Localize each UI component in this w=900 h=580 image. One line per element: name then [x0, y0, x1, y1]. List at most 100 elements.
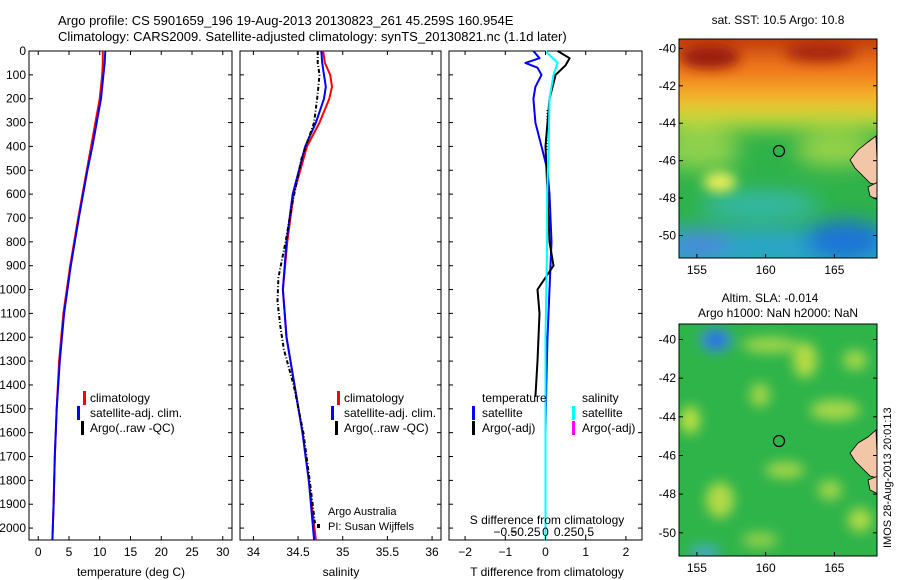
x-tick-label: 35	[336, 545, 350, 559]
map-y-tick-label: -50	[659, 526, 677, 540]
series-climatology	[51, 51, 104, 541]
legend-clim: climatology	[344, 391, 404, 405]
y-tick-label: 200	[6, 92, 26, 106]
salinity-legend: climatology satellite-adj. clim. Argo(..…	[331, 391, 436, 435]
legend-s-sat: satellite	[582, 406, 623, 420]
legend-salinity-head: salinity	[582, 391, 619, 405]
y-tick-label: 2000	[0, 521, 26, 535]
x-tick-label: −2	[458, 545, 472, 559]
legend-swatch-t-argo	[472, 421, 475, 435]
sst-map-frame	[678, 38, 878, 259]
sla-map-title-2: Argo h1000: NaN h2000: NaN	[698, 306, 858, 320]
argo-location-marker	[772, 434, 786, 448]
sla-map: Altim. SLA: -0.014 Argo h1000: NaN h2000…	[659, 291, 878, 575]
temperature-axes-box	[28, 50, 233, 541]
series-argo-raw-qc	[276, 51, 321, 524]
annotation-marker	[317, 524, 320, 528]
x-tick-label: 35.5	[376, 545, 400, 559]
series-satellite-adj-clim	[51, 50, 107, 541]
legend-t-sat: satellite	[482, 406, 523, 420]
legend-temperature-head: temperature	[482, 391, 547, 405]
map-x-tick-label: 165	[824, 561, 844, 575]
y-tick-label: 400	[6, 139, 26, 153]
difference-legend: temperature satellite Argo(-adj) salinit…	[472, 391, 635, 435]
salinity-x-label: salinity	[323, 565, 360, 579]
sst-map: sat. SST: 10.5 Argo: 10.8	[659, 13, 878, 277]
x-tick-label: 10	[93, 545, 107, 559]
legend-sat: satellite-adj. clim.	[90, 406, 182, 420]
y-tick-label: 1400	[0, 378, 26, 392]
legend-swatch-argo	[335, 421, 338, 435]
temperature-x-label: temperature (deg C)	[77, 565, 185, 579]
y-tick-label: 1600	[0, 426, 26, 440]
temperature-legend: climatology satellite-adj. clim. Argo(..…	[77, 391, 182, 435]
legend-clim: climatology	[90, 391, 150, 405]
s-tick-label: 0.25	[554, 525, 578, 539]
legend-swatch-clim	[337, 391, 340, 405]
s-tick-label: −0.25	[510, 525, 541, 539]
y-tick-label: 500	[6, 163, 26, 177]
map-y-tick-label: -42	[659, 79, 677, 93]
s-tick-label: 0.5	[577, 525, 594, 539]
y-tick-label: 900	[6, 259, 26, 273]
legend-swatch-s-sat	[572, 406, 575, 420]
map-y-tick-label: -40	[659, 41, 677, 55]
y-tick-label: 1200	[0, 330, 26, 344]
y-tick-label: 1000	[0, 283, 26, 297]
map-x-tick-label: 160	[756, 263, 776, 277]
s-tick-label: −0.5	[493, 525, 517, 539]
sla-map-frame	[678, 323, 878, 557]
x-tick-label: 30	[216, 545, 230, 559]
argo-location-marker	[772, 144, 786, 158]
s-tick-label: 0	[542, 525, 549, 539]
x-tick-label: −1	[498, 545, 512, 559]
annotation-argo-australia: Argo Australia	[328, 506, 397, 518]
y-tick-label: 600	[6, 187, 26, 201]
x-tick-label: 36	[425, 545, 439, 559]
x-tick-label: 15	[124, 545, 138, 559]
sst-field	[679, 39, 877, 258]
map-y-tick-label: -50	[659, 229, 677, 243]
map-y-tick-label: -40	[659, 332, 677, 346]
legend-argo: Argo(..raw -QC)	[90, 421, 175, 435]
map-y-tick-label: -48	[659, 487, 677, 501]
y-tick-label: 100	[6, 68, 26, 82]
difference-panel: −2 −1 0 1 2 −0.5−0.25 0 0.25 0.5 S difference f…	[448, 50, 643, 579]
legend-swatch-clim	[83, 391, 86, 405]
legend-swatch-t-sat	[472, 406, 475, 420]
y-tick-label: 1900	[0, 497, 26, 511]
map-x-tick-label: 160	[756, 561, 776, 575]
s-difference-label: S difference from climatology	[470, 513, 625, 527]
title-line-1: Argo profile: CS 5901659_196 19-Aug-2013…	[58, 13, 514, 28]
x-tick-label: 34	[247, 545, 261, 559]
y-tick-label: 1800	[0, 473, 26, 487]
title-line-2: Climatology: CARS2009. Satellite-adjuste…	[58, 29, 567, 44]
legend-swatch-s-argo	[572, 421, 575, 435]
x-tick-label: 34.5	[286, 545, 310, 559]
map-y-tick-label: -46	[659, 154, 677, 168]
sla-map-title-1: Altim. SLA: -0.014	[722, 291, 819, 305]
x-tick-label: 5	[66, 545, 73, 559]
x-tick-label: 25	[185, 545, 199, 559]
sla-field	[679, 324, 877, 556]
legend-swatch-sat	[331, 406, 334, 420]
x-tick-label: 0	[542, 545, 549, 559]
t-difference-label: T difference from climatology	[470, 565, 624, 579]
x-tick-label: 20	[155, 545, 169, 559]
map-y-tick-label: -42	[659, 371, 677, 385]
y-tick-label: 1100	[0, 306, 26, 320]
y-tick-label: 1700	[0, 450, 26, 464]
salinity-panel: 34 34.5 35 35.5 36 salinity climatology sate…	[239, 50, 442, 579]
map-y-tick-label: -44	[659, 410, 677, 424]
y-tick-label: 700	[6, 211, 26, 225]
annotation-pi: PI: Susan Wijffels	[328, 521, 414, 533]
legend-argo: Argo(..raw -QC)	[344, 421, 429, 435]
y-tick-label: 300	[6, 116, 26, 130]
map-x-tick-label: 155	[687, 263, 707, 277]
map-y-tick-label: -44	[659, 116, 677, 130]
imos-timestamp: IMOS 28-Aug-2013 20:01:13	[882, 407, 894, 548]
sst-map-title: sat. SST: 10.5 Argo: 10.8	[712, 13, 845, 27]
legend-swatch-argo	[81, 421, 84, 435]
series-satellite-salinity	[544, 50, 559, 540]
